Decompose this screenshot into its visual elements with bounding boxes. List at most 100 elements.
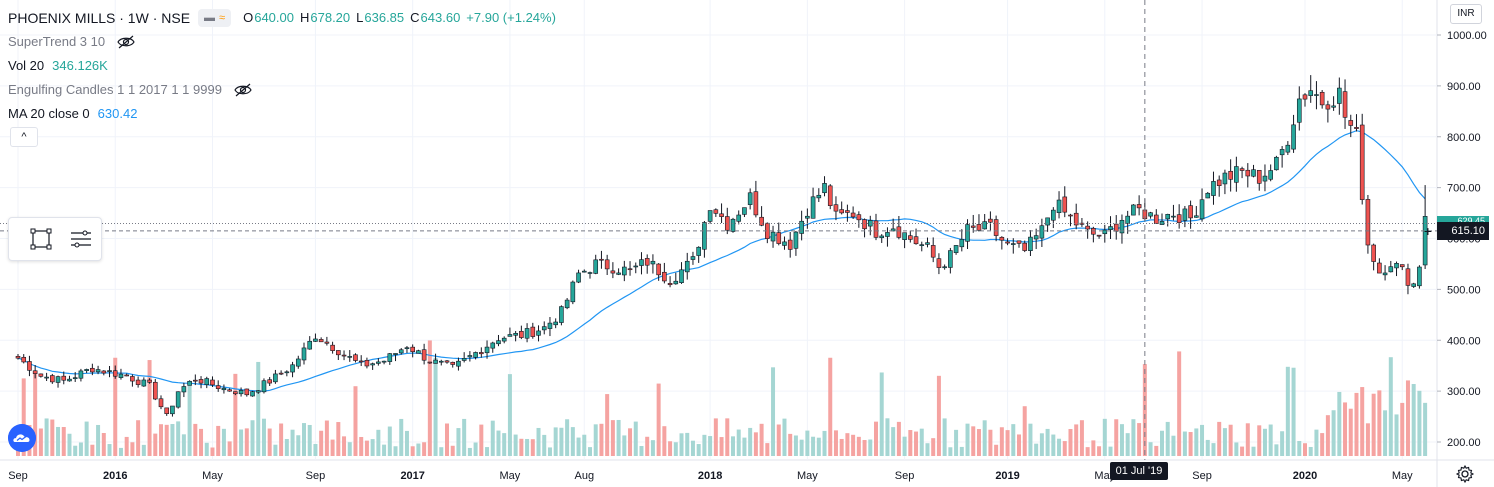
volume-bar <box>742 437 747 456</box>
volume-bar <box>387 426 392 456</box>
candle-body <box>559 306 564 323</box>
volume-bar <box>570 427 575 456</box>
volume-bar <box>782 418 787 456</box>
eye-off-icon[interactable] <box>117 35 135 49</box>
volume-bar <box>250 420 255 456</box>
volume-bar <box>1337 391 1342 456</box>
candle-body <box>55 376 61 383</box>
volume-bar <box>690 440 695 456</box>
volume-bar <box>73 445 78 456</box>
candle-body <box>513 333 518 336</box>
volume-bar <box>273 444 278 456</box>
rectangle-tool-icon[interactable] <box>29 227 53 251</box>
volume-bar <box>78 442 83 456</box>
indicator-volume[interactable]: Vol 20 346.126K <box>8 54 562 78</box>
candle-body <box>856 214 862 221</box>
candle-body <box>833 204 839 212</box>
volume-bar <box>885 418 890 456</box>
volume-bar <box>988 429 993 456</box>
volume-bar <box>399 418 404 456</box>
volume-bar <box>210 447 215 456</box>
indicator-ma[interactable]: MA 20 close 0 630.42 <box>8 102 562 126</box>
volume-bar <box>456 428 461 456</box>
candle-body <box>519 330 524 338</box>
candle-body <box>810 196 816 219</box>
horizontal-lines-icon[interactable] <box>69 227 93 251</box>
candle-body <box>78 370 84 379</box>
eye-off-icon[interactable] <box>234 83 252 97</box>
volume-bar <box>1360 387 1365 456</box>
candle-body <box>644 258 650 266</box>
candle-body <box>198 379 204 384</box>
volume-bar <box>788 433 793 456</box>
volume-bar <box>1320 433 1325 456</box>
indicator-engulfing[interactable]: Engulfing Candles 1 1 2017 1 1 9999 <box>8 78 562 102</box>
indicator-name: SuperTrend 3 10 <box>8 34 106 49</box>
candle-body <box>1216 179 1222 186</box>
indicator-value: 346.126K <box>52 58 108 73</box>
volume-bar <box>1062 441 1067 456</box>
volume-bar <box>50 419 55 456</box>
candle-body <box>1010 243 1016 245</box>
candle-body <box>650 260 656 265</box>
volume-bar <box>765 443 770 456</box>
volume-bar <box>84 421 89 456</box>
chart-legend: PHOENIX MILLS · 1W · NSE ▬ ≈ O 640.00 H … <box>8 6 562 126</box>
volume-bar <box>439 447 444 456</box>
volume-bar <box>382 444 387 456</box>
candle-body <box>936 258 942 268</box>
indicator-supertrend[interactable]: SuperTrend 3 10 <box>8 30 562 54</box>
tradingview-cloud-icon[interactable] <box>8 424 36 452</box>
volume-bar <box>256 361 261 456</box>
collapse-legend-button[interactable]: ^ <box>10 127 38 147</box>
candle-body <box>1131 204 1136 216</box>
candle-body <box>530 326 536 337</box>
volume-bar <box>1308 446 1313 456</box>
candle-body <box>90 367 95 373</box>
currency-badge[interactable]: INR <box>1450 4 1482 24</box>
volume-bar <box>1331 410 1336 456</box>
candle-body <box>141 379 147 387</box>
volume-bar <box>1371 393 1376 456</box>
volume-bar <box>599 423 604 456</box>
gear-icon[interactable] <box>1455 464 1475 484</box>
volume-bar <box>404 430 409 456</box>
volume-bar <box>1245 423 1250 456</box>
volume-bar <box>1131 419 1136 456</box>
volume-bar <box>427 340 432 456</box>
volume-bar <box>1394 414 1399 456</box>
volume-bar <box>279 423 284 456</box>
add-alert-plus-icon[interactable]: + <box>1423 223 1433 239</box>
candle-body <box>416 350 421 354</box>
candle-body <box>1136 204 1142 209</box>
volume-bar <box>708 436 713 456</box>
candle-body <box>387 353 393 362</box>
candle-body <box>473 352 478 358</box>
candle-body <box>930 245 936 258</box>
volume-bar <box>776 424 781 456</box>
volume-bar <box>725 418 730 456</box>
volume-bar <box>616 419 621 456</box>
volume-bar <box>302 423 306 456</box>
volume-bar <box>1240 446 1245 456</box>
volume-bar <box>908 430 913 456</box>
candle-body <box>1371 244 1376 262</box>
volume-bar <box>239 429 244 456</box>
candle-body <box>524 328 530 339</box>
volume-bar <box>284 438 289 456</box>
volume-bar <box>593 424 598 456</box>
candle-body <box>1171 215 1176 218</box>
volume-bar <box>914 431 919 456</box>
symbol-title[interactable]: PHOENIX MILLS · 1W · NSE <box>8 10 191 26</box>
volume-bar <box>136 420 141 456</box>
candle-body <box>684 260 690 273</box>
symbol-status-pill[interactable]: ▬ ≈ <box>198 9 232 27</box>
candle-body <box>233 391 238 395</box>
volume-bar <box>38 428 43 456</box>
volume-bar <box>1365 423 1370 456</box>
candle-body <box>673 280 679 285</box>
volume-bar <box>685 432 690 456</box>
volume-bar <box>261 418 266 456</box>
candle-body <box>421 349 427 361</box>
